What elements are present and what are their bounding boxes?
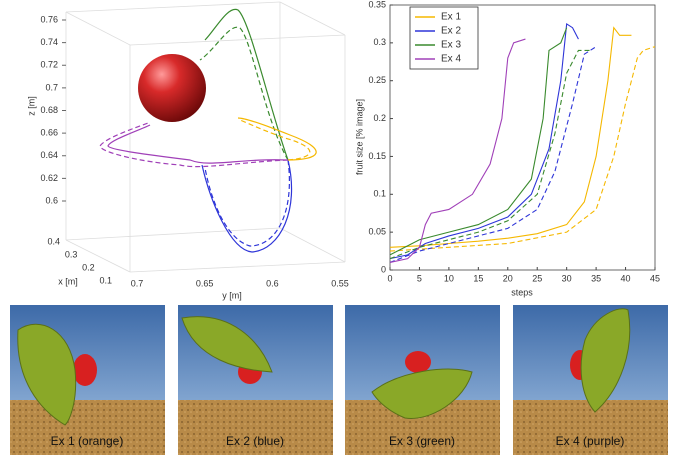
y-tick-label: 0 bbox=[381, 264, 386, 274]
x-tick-label: 20 bbox=[503, 273, 513, 283]
z-axis-label: z [m] bbox=[26, 96, 36, 116]
x-axis-label: x [m] bbox=[58, 276, 78, 286]
line-chart: steps fruit size [% image] 0 5 10 15 20 25 30 3… bbox=[354, 0, 660, 297]
image-1 bbox=[10, 305, 165, 455]
x-tick-label: 0.4 bbox=[47, 236, 60, 246]
x-tick-label: 40 bbox=[621, 273, 631, 283]
legend-label: Ex 4 bbox=[441, 54, 461, 65]
y-tick-label: 0.7 bbox=[131, 278, 144, 288]
legend-label: Ex 3 bbox=[441, 40, 461, 51]
z-tick-label: 0.66 bbox=[40, 128, 58, 138]
y-tick-label: 0.65 bbox=[196, 278, 214, 288]
y-tick-label: 0.2 bbox=[373, 113, 386, 123]
x-tick-label: 15 bbox=[473, 273, 483, 283]
apple bbox=[138, 54, 206, 122]
y-tick-label: 0.25 bbox=[368, 75, 386, 85]
image-2 bbox=[178, 305, 333, 455]
z-tick-label: 0.76 bbox=[40, 14, 58, 24]
legend-label: Ex 2 bbox=[441, 26, 461, 37]
figure: z [m] x [m] y [m] 0.6 0.62 0.64 0.66 0.68 0.7… bbox=[0, 0, 678, 459]
x-tick-label: 0.3 bbox=[65, 249, 78, 259]
trajectories bbox=[100, 9, 316, 252]
z-tick-label: 0.62 bbox=[40, 173, 58, 183]
y-tick-label: 0.05 bbox=[368, 227, 386, 237]
plot3d: z [m] x [m] y [m] 0.6 0.62 0.64 0.66 0.68 0.7… bbox=[26, 14, 348, 300]
image-caption: Ex 1 (orange) bbox=[51, 434, 124, 448]
z-tick-label: 0.68 bbox=[40, 105, 58, 115]
x-tick-label: 10 bbox=[444, 273, 454, 283]
x-tick-label: 5 bbox=[417, 273, 422, 283]
z-tick-label: 0.72 bbox=[40, 60, 58, 70]
x-tick-label: 25 bbox=[532, 273, 542, 283]
x-axis-label: steps bbox=[511, 287, 533, 297]
y-tick-label: 0.3 bbox=[373, 37, 386, 47]
page: z [m] x [m] y [m] 0.6 0.62 0.64 0.66 0.68 0.7… bbox=[0, 0, 678, 459]
image-4 bbox=[513, 305, 668, 455]
z-tick-label: 0.64 bbox=[40, 150, 58, 160]
x-tick-label: 30 bbox=[562, 273, 572, 283]
image-caption: Ex 4 (purple) bbox=[556, 434, 625, 448]
y-axis-label: fruit size [% image] bbox=[354, 99, 364, 175]
x-tick-label: 45 bbox=[650, 273, 660, 283]
x-tick-label: 0 bbox=[387, 273, 392, 283]
y-tick-label: 0.15 bbox=[368, 151, 386, 161]
x-tick-label: 35 bbox=[591, 273, 601, 283]
y-tick-label: 0.6 bbox=[266, 278, 279, 288]
y-tick-label: 0.35 bbox=[368, 0, 386, 9]
plot3d-frame bbox=[66, 2, 345, 272]
legend-label: Ex 1 bbox=[441, 12, 461, 23]
y-tick-label: 0.55 bbox=[331, 278, 349, 288]
x-tick-label: 0.2 bbox=[82, 262, 95, 272]
x-tick-label: 0.1 bbox=[99, 275, 112, 285]
y-axis-label: y [m] bbox=[222, 290, 242, 300]
z-tick-label: 0.6 bbox=[45, 195, 58, 205]
z-tick-label: 0.74 bbox=[40, 37, 58, 47]
image-caption: Ex 2 (blue) bbox=[226, 434, 284, 448]
image-caption: Ex 3 (green) bbox=[389, 434, 455, 448]
image-3 bbox=[345, 305, 500, 455]
y-tick-label: 0.1 bbox=[373, 189, 386, 199]
z-tick-label: 0.7 bbox=[45, 82, 58, 92]
